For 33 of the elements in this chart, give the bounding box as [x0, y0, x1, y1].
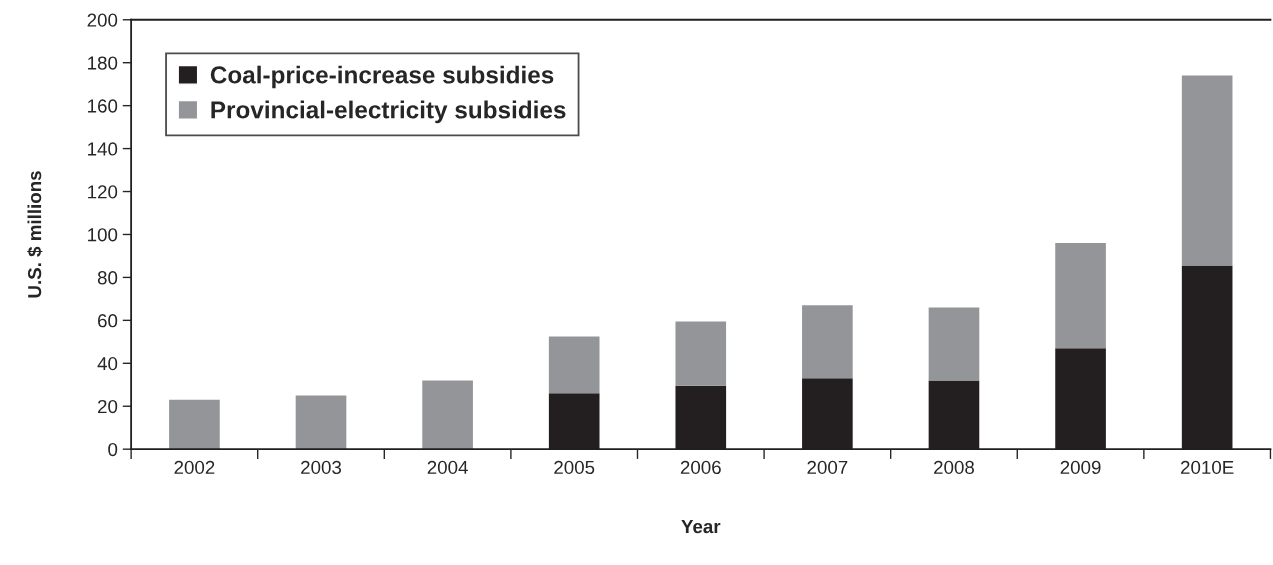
y-tick-label: 0 [108, 442, 118, 457]
x-tick-label: 2006 [680, 460, 721, 475]
x-axis-title: Year [681, 520, 721, 534]
legend-label: Provincial-electricity subsidies [211, 100, 566, 124]
y-tick-label: 180 [88, 56, 118, 70]
x-tick-label: 2008 [934, 460, 975, 475]
bar [928, 307, 980, 381]
x-tick-label: 2007 [807, 460, 848, 475]
y-tick-label: 200 [87, 13, 118, 27]
y-tick-label: 140 [88, 142, 118, 156]
x-tick-label: 2005 [554, 460, 595, 475]
bar [802, 305, 853, 379]
y-tick-label: 100 [88, 228, 118, 242]
legend-label: Coal-price-increase subsidies [210, 65, 554, 89]
y-axis-title: U.S. $ millions [27, 171, 43, 298]
y-tick-label: 40 [97, 357, 118, 371]
bar [422, 380, 473, 450]
y-tick-label: 20 [98, 399, 118, 414]
x-tick-label: 2009 [1060, 460, 1101, 475]
bar [675, 321, 727, 386]
x-tick-label: 2002 [174, 460, 215, 475]
y-tick-label: 80 [97, 271, 118, 285]
bar [548, 336, 600, 394]
bar [169, 399, 220, 450]
y-tick-label: 120 [88, 185, 118, 199]
bar [1055, 243, 1106, 349]
x-tick-label: 2003 [301, 460, 342, 475]
x-tick-label: 2004 [427, 460, 468, 475]
bar [295, 395, 347, 450]
y-tick-label: 60 [98, 314, 118, 328]
bar [1181, 75, 1233, 266]
x-tick-label: 2010E [1180, 460, 1234, 475]
y-tick-label: 160 [88, 99, 118, 113]
